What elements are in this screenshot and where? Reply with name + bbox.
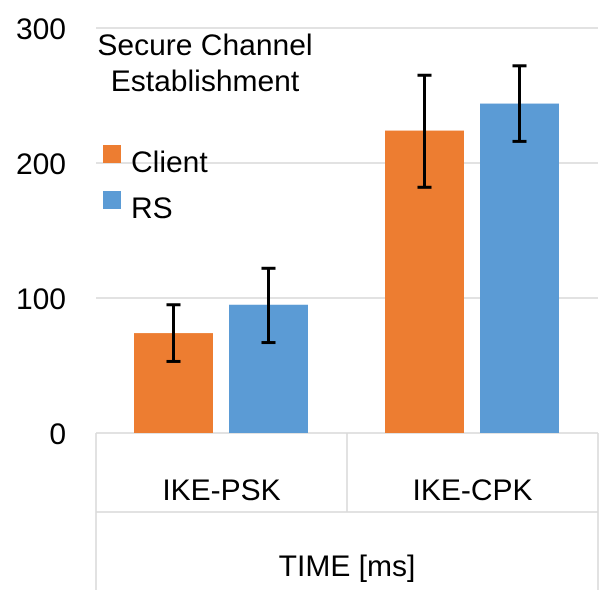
legend-label: Client [131,146,208,179]
legend-swatch [103,191,121,209]
bars [134,103,559,433]
legend-label: RS [131,192,173,225]
y-tick-label: 200 [16,148,66,181]
y-tick-label: 300 [16,13,66,46]
legend: Client RS [103,145,208,225]
x-tick-label: IKE-PSK [162,474,280,507]
chart-title-line: Secure Channel [97,29,312,62]
x-tick-label: IKE-CPK [412,474,532,507]
x-axis-title: TIME [ms] [279,550,416,583]
y-tick-label: 0 [49,418,66,451]
legend-swatch [103,145,121,163]
labels: 0 100 200 300 IKE-PSK IKE-CPK TIME [ms] Secure … [16,13,533,583]
chart-title-line: Establishment [111,65,300,98]
bar [480,103,559,433]
y-tick-label: 100 [16,283,66,316]
error-bars [166,64,527,363]
